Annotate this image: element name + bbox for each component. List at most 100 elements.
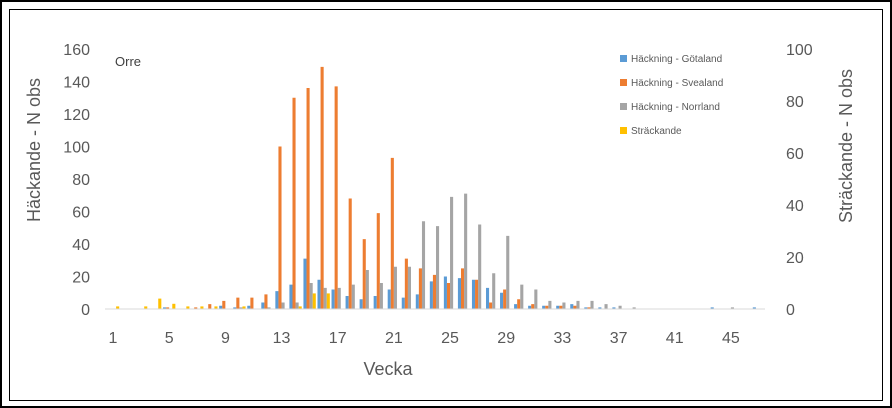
bar-hackning-svealand-week-10 [236, 297, 240, 310]
bar-hackning-svealand-week-24 [432, 274, 436, 310]
bar-strackande-week-14 [298, 306, 302, 309]
bar-hackning-svealand-week-26 [461, 268, 465, 310]
bar-hackning-gotaland-week-11 [247, 305, 251, 309]
bar-hackning-norrland-week-19 [365, 270, 369, 309]
bar-hackning-svealand-week-30 [517, 299, 521, 309]
legend-label: Häckning - Norrland [631, 102, 720, 113]
bar-hackning-svealand-week-16 [320, 66, 324, 310]
bar-hackning-norrland-week-34 [576, 300, 580, 310]
left-y-tick-label: 60 [72, 205, 90, 222]
bar-hackning-norrland-week-30 [520, 284, 524, 310]
bar-hackning-norrland-week-17 [337, 287, 341, 310]
bar-hackning-norrland-week-35 [590, 300, 594, 310]
bar-strackande-week-10 [242, 306, 246, 309]
bar-hackning-norrland-week-25 [450, 196, 454, 310]
bar-hackning-gotaland-week-13 [275, 291, 279, 310]
bar-hackning-norrland-week-33 [562, 302, 566, 309]
chart-frame [9, 9, 883, 401]
bar-hackning-gotaland-week-15 [303, 258, 307, 310]
bar-hackning-svealand-week-32 [545, 305, 549, 309]
bar-hackning-gotaland-week-10 [233, 307, 237, 310]
bar-hackning-gotaland-week-9 [219, 305, 223, 309]
bar-hackning-gotaland-week-36 [598, 307, 602, 310]
bar-hackning-gotaland-week-37 [612, 307, 616, 310]
bar-hackning-svealand-week-27 [475, 279, 479, 309]
left-y-tick-label: 120 [63, 107, 90, 124]
legend-swatch [620, 79, 627, 86]
bar-hackning-svealand-week-8 [208, 304, 212, 310]
bar-strackande-week-3 [144, 306, 148, 309]
right-y-axis-ticks: 0 20 40 60 80 100 [786, 42, 813, 319]
bar-hackning-svealand-week-21 [390, 157, 394, 310]
legend-label: Häckning - Svealand [631, 78, 723, 89]
bar-hackning-norrland-week-29 [506, 235, 510, 310]
bar-hackning-norrland-week-15 [309, 283, 313, 309]
bar-strackande-week-15 [312, 293, 316, 309]
bar-hackning-norrland-week-37 [618, 305, 622, 309]
bar-hackning-norrland-week-32 [548, 300, 552, 310]
bar-hackning-gotaland-week-35 [584, 307, 588, 310]
bar-hackning-norrland-week-14 [295, 302, 299, 309]
bar-hackning-gotaland-week-18 [345, 296, 349, 309]
x-tick-label: 25 [441, 330, 459, 347]
x-tick-label: 33 [554, 330, 572, 347]
bar-strackande-week-5 [172, 303, 176, 309]
left-y-tick-label: 140 [63, 75, 90, 92]
bar-hackning-gotaland-week-29 [500, 292, 504, 309]
bar-hackning-svealand-week-12 [264, 294, 268, 310]
legend-item-hackning-svealand: Häckning - Svealand [620, 78, 723, 89]
bar-hackning-gotaland-week-34 [570, 304, 574, 310]
right-y-tick-label: 0 [786, 302, 795, 319]
bar-hackning-norrland-week-24 [436, 226, 440, 310]
right-y-tick-label: 40 [786, 198, 804, 215]
x-tick-label: 45 [722, 330, 740, 347]
left-y-axis-label: Häckande - N obs [24, 78, 44, 222]
left-y-tick-label: 160 [63, 42, 90, 59]
right-y-tick-label: 20 [786, 250, 804, 267]
x-tick-label: 17 [329, 330, 347, 347]
left-y-tick-label: 40 [72, 237, 90, 254]
left-y-tick-label: 0 [81, 302, 90, 319]
bar-hackning-gotaland-week-5 [163, 307, 167, 310]
bar-hackning-svealand-week-35 [587, 307, 591, 310]
bar-hackning-svealand-week-28 [489, 302, 493, 309]
bar-hackning-gotaland-week-22 [401, 297, 405, 310]
bar-hackning-norrland-week-22 [407, 266, 411, 309]
bar-hackning-gotaland-week-47 [752, 307, 756, 310]
bar-hackning-svealand-week-5 [166, 307, 170, 310]
right-y-tick-label: 100 [786, 42, 813, 59]
legend: Häckning - Götaland Häckning - Svealand Hä… [620, 54, 723, 137]
bar-hackning-gotaland-week-32 [542, 305, 546, 309]
legend-item-hackning-norrland: Häckning - Norrland [620, 102, 720, 113]
bar-hackning-norrland-week-20 [379, 283, 383, 309]
legend-swatch [620, 55, 627, 62]
bar-hackning-svealand-week-23 [418, 268, 422, 310]
x-tick-label: 1 [109, 330, 118, 347]
bar-hackning-norrland-week-27 [478, 224, 482, 309]
bar-hackning-svealand-week-33 [559, 305, 563, 309]
bar-hackning-norrland-week-16 [323, 287, 327, 310]
right-y-axis-label: Sträckande - N obs [836, 69, 856, 223]
legend-label: Häckning - Götaland [631, 54, 722, 65]
left-y-tick-label: 100 [63, 140, 90, 157]
bar-hackning-gotaland-week-23 [415, 294, 419, 310]
legend-swatch [620, 127, 627, 134]
x-tick-label: 21 [385, 330, 403, 347]
left-y-axis-ticks: 0 20 40 60 80 100 120 140 160 [63, 42, 90, 319]
chart-title: Orre [115, 54, 141, 69]
bar-hackning-norrland-week-21 [393, 266, 397, 309]
right-y-tick-label: 80 [786, 94, 804, 111]
bar-hackning-gotaland-week-44 [710, 307, 714, 310]
bar-strackande-week-4 [158, 298, 162, 309]
bar-strackande-week-7 [200, 306, 204, 309]
bar-hackning-svealand-week-29 [503, 289, 507, 309]
bar-strackande-week-6 [186, 306, 190, 309]
x-axis-ticks: 1 5 9 13 17 21 25 29 33 37 41 45 [109, 330, 740, 347]
bar-hackning-gotaland-week-21 [387, 289, 391, 309]
bar-hackning-gotaland-week-14 [289, 284, 293, 310]
bars-layer [116, 66, 756, 310]
bar-strackande-week-8 [214, 306, 218, 309]
legend-item-hackning-gotaland: Häckning - Götaland [620, 54, 722, 65]
bar-hackning-norrland-week-12 [267, 307, 271, 310]
